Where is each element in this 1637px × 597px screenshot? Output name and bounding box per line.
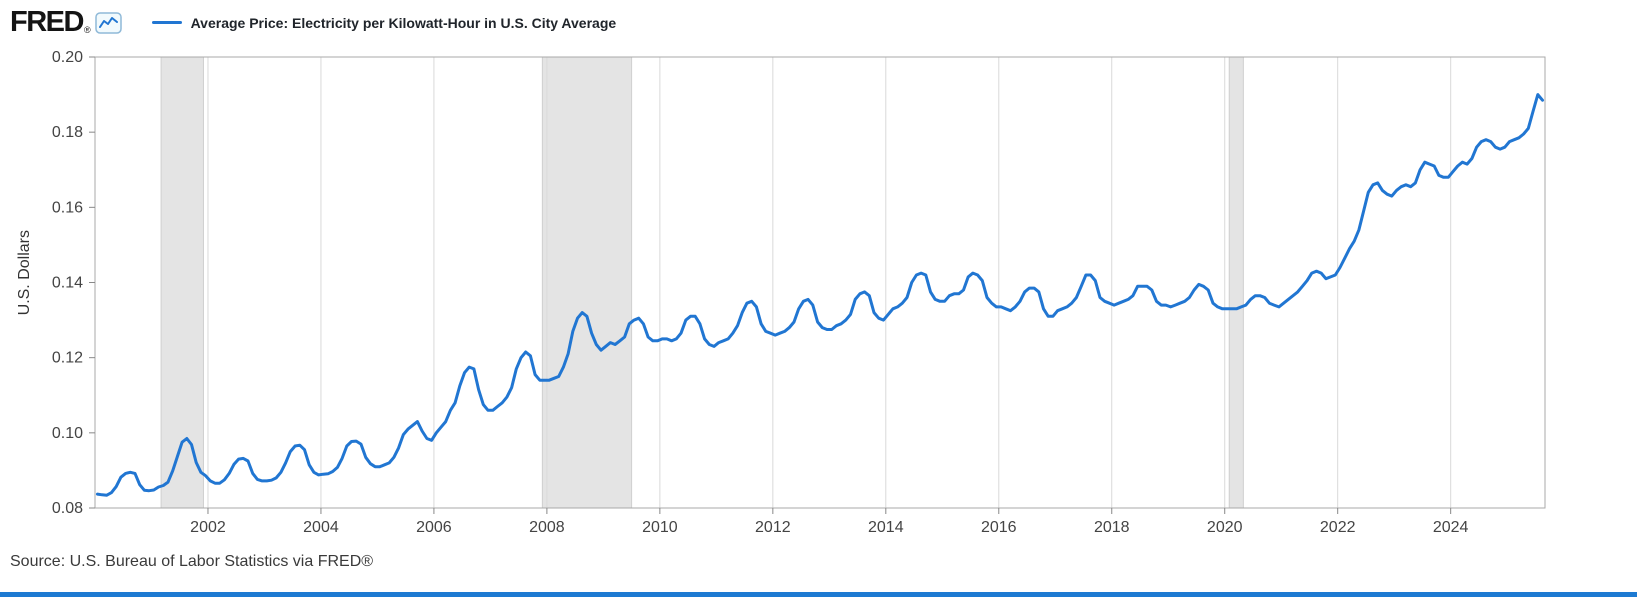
x-tick-label: 2018 xyxy=(1094,519,1130,535)
recession-band xyxy=(541,56,633,509)
bottom-accent-bar xyxy=(0,592,1637,597)
x-tick-label: 2012 xyxy=(755,519,791,535)
x-tick-label: 2024 xyxy=(1433,519,1469,535)
legend-line-swatch xyxy=(151,21,182,24)
recession-band xyxy=(1228,56,1244,509)
x-tick-label: 2010 xyxy=(642,519,678,535)
x-tick-label: 2020 xyxy=(1207,519,1243,535)
fred-logo-chart-icon xyxy=(94,12,122,34)
y-tick-label: 0.12 xyxy=(52,350,83,367)
chart-header: FRED ® Average Price: Electricity per Ki… xyxy=(10,8,616,37)
y-tick-label: 0.14 xyxy=(52,275,83,292)
x-tick-label: 2008 xyxy=(529,519,565,535)
fred-logo[interactable]: FRED ® xyxy=(10,8,122,37)
price-line-chart[interactable]: 0.08 0.10 0.12 0.14 0.16 0.18 0.20 2002 2004 2006… xyxy=(0,45,1637,535)
source-note: Source: U.S. Bureau of Labor Statistics … xyxy=(10,553,374,570)
legend: Average Price: Electricity per Kilowatt-… xyxy=(151,14,617,31)
plot-background xyxy=(95,57,1545,508)
price-line-series xyxy=(95,93,1544,497)
registered-trademark: ® xyxy=(83,25,91,35)
x-tick-label: 2016 xyxy=(981,519,1017,535)
x-tick-label: 2006 xyxy=(416,519,452,535)
y-tick-label: 0.08 xyxy=(52,500,83,517)
x-tick-label: 2022 xyxy=(1320,519,1356,535)
x-tick-label: 2002 xyxy=(190,519,226,535)
y-tick-label: 0.10 xyxy=(52,425,83,442)
recession-band xyxy=(160,56,204,509)
y-tick-label: 0.18 xyxy=(52,124,83,141)
legend-label: Average Price: Electricity per Kilowatt-… xyxy=(190,14,617,31)
x-tick-label: 2004 xyxy=(303,519,339,535)
y-tick-label: 0.16 xyxy=(52,199,83,216)
fred-logo-text: FRED xyxy=(10,6,84,38)
y-tick-label: 0.20 xyxy=(52,49,83,66)
x-tick-label: 2014 xyxy=(868,519,904,535)
